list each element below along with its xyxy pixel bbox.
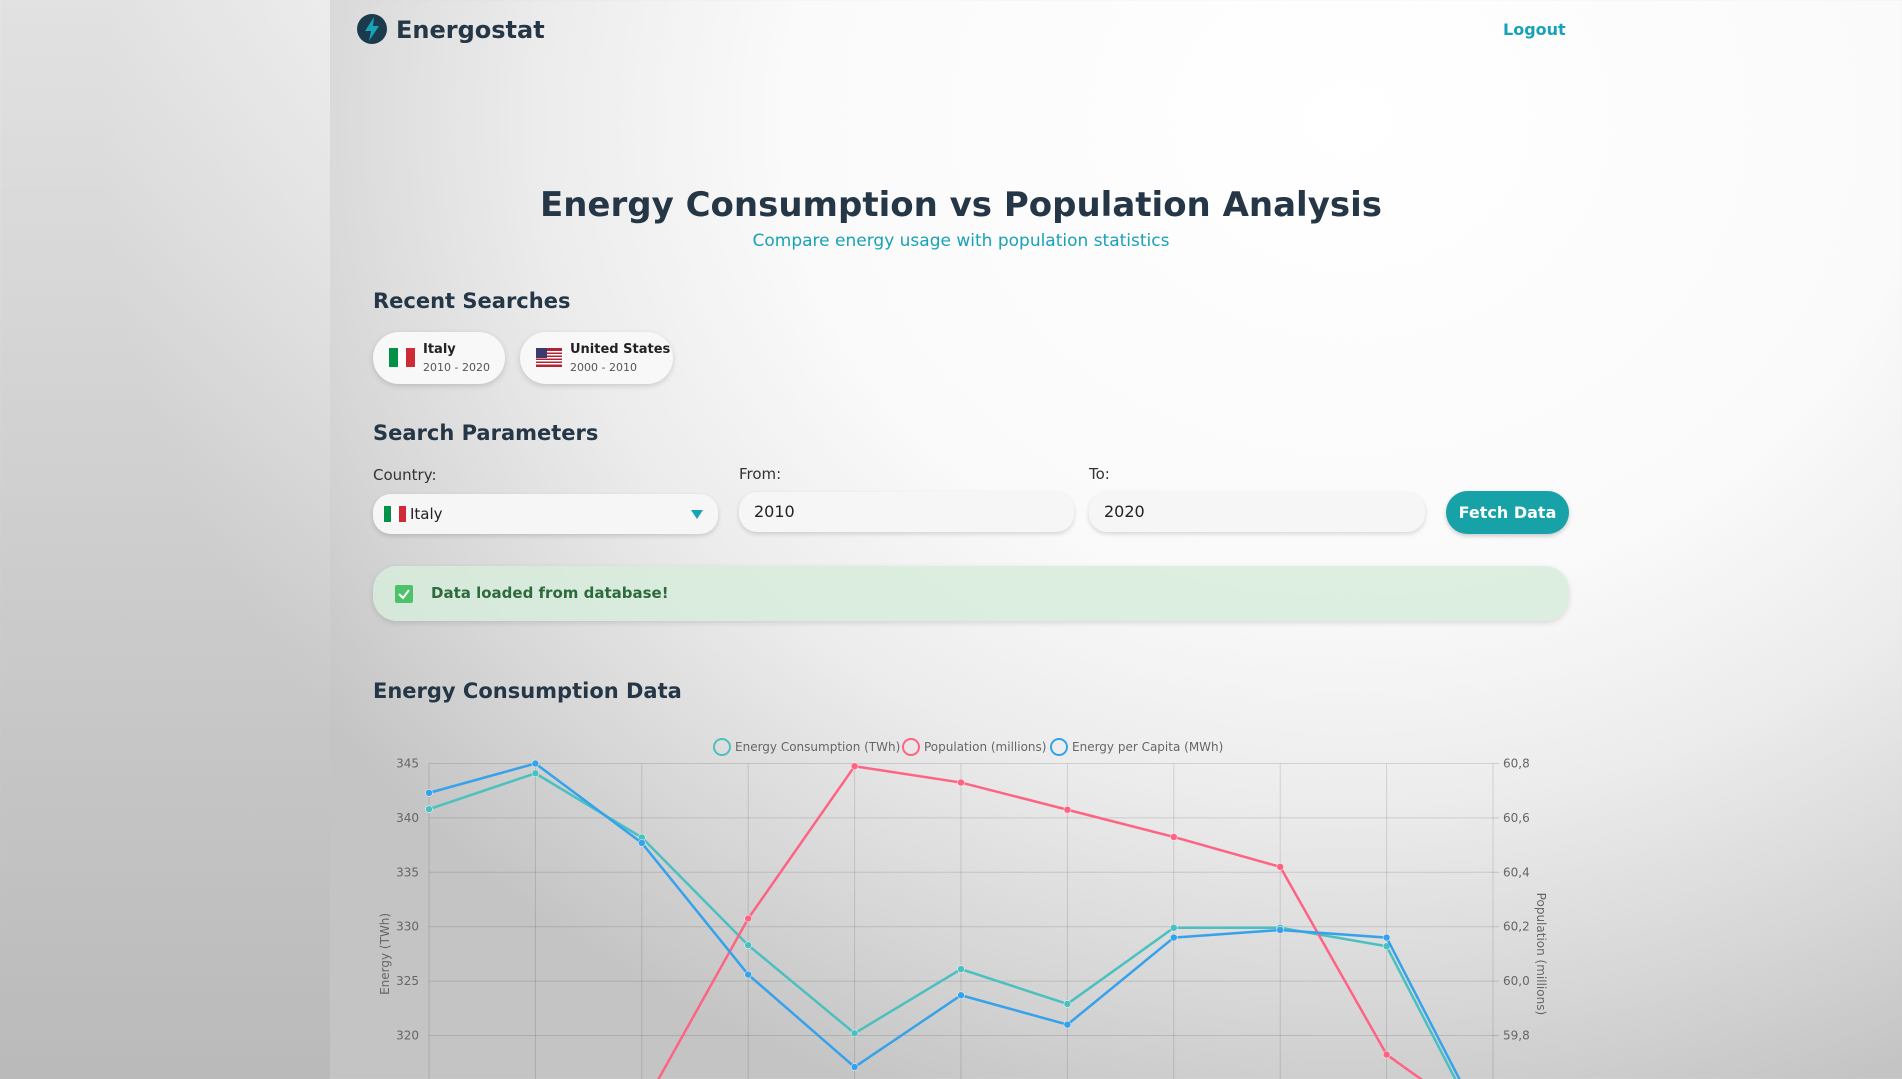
data-point — [744, 914, 752, 923]
data-point — [1276, 926, 1284, 934]
y2-tick-label: 60,6 — [1503, 811, 1530, 825]
y-tick-label: 330 — [396, 920, 419, 934]
brand: Energostat — [396, 16, 545, 44]
fetch-button[interactable]: Fetch Data — [1446, 491, 1569, 534]
dropdown-arrow — [691, 510, 703, 519]
data-point — [1063, 805, 1072, 814]
legend-label: Population (millions) — [924, 740, 1046, 754]
data-point — [425, 789, 433, 797]
data-point — [1170, 924, 1178, 932]
legend-label: Energy Consumption (TWh) — [735, 740, 900, 754]
data-point — [957, 991, 965, 999]
data-point — [850, 1063, 859, 1071]
data-point — [1063, 1020, 1072, 1029]
from-input[interactable]: 2010 — [739, 492, 1074, 532]
legend-marker — [1050, 738, 1068, 756]
legend-marker — [902, 738, 920, 756]
data-point — [1382, 933, 1391, 942]
field-label: Country: — [373, 466, 437, 484]
data-point — [1170, 833, 1178, 841]
field-label: To: — [1089, 465, 1110, 483]
y2-tick-label: 60,2 — [1503, 920, 1530, 934]
y2-tick-label: 60,0 — [1503, 974, 1530, 988]
data-point — [425, 805, 433, 813]
y-axis-label: Energy (TWh) — [378, 913, 392, 995]
data-point — [1382, 1050, 1391, 1059]
logo-icon — [357, 14, 387, 44]
recent-chip[interactable]: Italy 2010 - 2020 — [373, 332, 505, 384]
data-point — [744, 970, 752, 979]
flag-italy — [389, 348, 415, 367]
chart: 31532032533033534034559,659,860,060,260,… — [378, 738, 1548, 1079]
legend-marker — [713, 738, 731, 756]
status-text: Data loaded from database! — [431, 584, 669, 602]
chip-range: 2010 - 2020 — [423, 361, 490, 374]
page-title: Energy Consumption vs Population Analysi… — [540, 185, 1382, 225]
data-point — [1276, 863, 1284, 871]
y-tick-label: 345 — [396, 757, 419, 771]
section-heading: Search Parameters — [373, 421, 599, 445]
data-point — [744, 941, 752, 949]
y2-tick-label: 60,4 — [1503, 865, 1530, 879]
check-icon — [395, 585, 413, 603]
data-point — [957, 965, 965, 973]
y2-tick-label: 59,8 — [1503, 1029, 1530, 1043]
logout-link[interactable]: Logout — [1503, 20, 1566, 39]
section-heading: Energy Consumption Data — [373, 679, 682, 703]
data-point — [957, 778, 965, 787]
flag-italy — [384, 506, 406, 522]
y2-axis-label: Population (millions) — [1534, 893, 1548, 1015]
section-heading: Recent Searches — [373, 289, 571, 313]
page-subtitle: Compare energy usage with population sta… — [752, 231, 1170, 251]
y-tick-label: 325 — [396, 974, 419, 988]
field-label: From: — [739, 465, 782, 483]
recent-chip[interactable]: United States 2000 - 2010 — [520, 332, 673, 384]
data-point — [638, 839, 646, 847]
y-tick-label: 340 — [396, 811, 419, 825]
data-point — [1170, 933, 1178, 942]
flag-us — [536, 348, 562, 367]
legend-label: Energy per Capita (MWh) — [1072, 740, 1223, 754]
y2-tick-label: 60,8 — [1503, 757, 1530, 771]
data-point — [531, 759, 540, 768]
y-tick-label: 320 — [396, 1029, 419, 1043]
data-point — [850, 762, 859, 770]
data-point — [1063, 1000, 1072, 1008]
country-value: Italy — [410, 505, 443, 523]
y-tick-label: 335 — [396, 865, 419, 879]
data-point — [850, 1029, 859, 1038]
background-shade — [0, 0, 330, 1079]
to-input[interactable]: 2020 — [1089, 492, 1425, 532]
country-select[interactable]: Italy — [373, 494, 718, 534]
data-point — [531, 769, 540, 778]
chip-range: 2000 - 2010 — [570, 361, 637, 374]
chip-country: United States — [570, 342, 671, 357]
status-message: Data loaded from database! — [373, 566, 1569, 621]
chip-country: Italy — [423, 342, 456, 357]
